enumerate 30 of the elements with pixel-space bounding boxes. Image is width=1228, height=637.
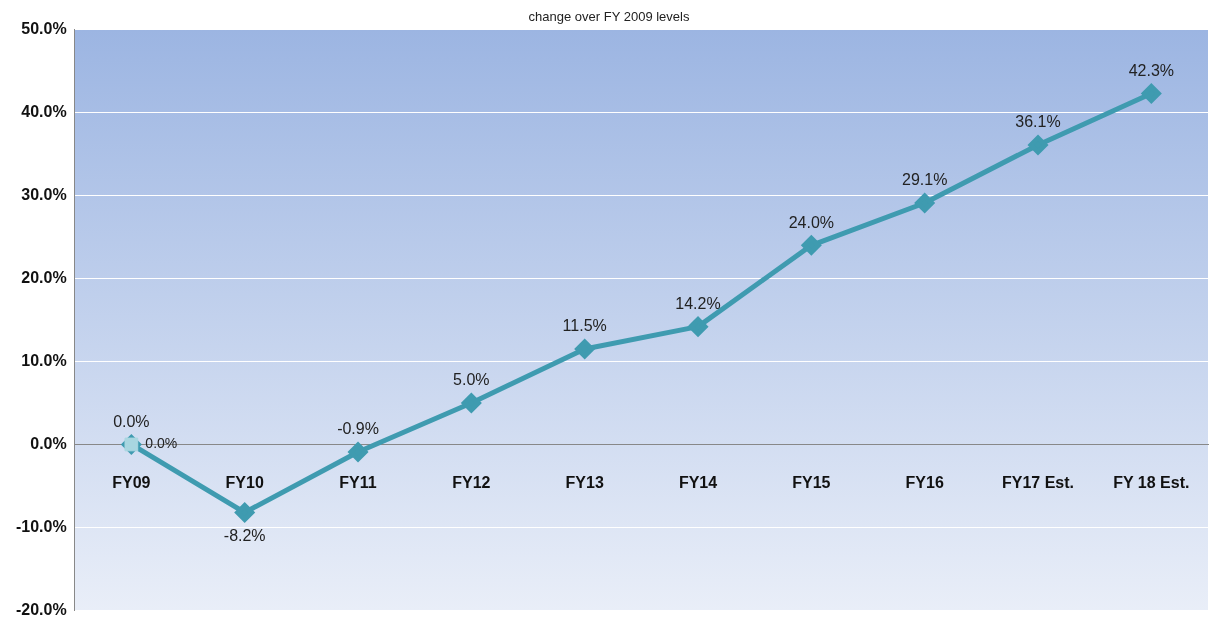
data-label: -8.2% (223, 526, 266, 544)
y-tick-label: 30.0% (21, 185, 67, 203)
x-tick-label: FY10 (225, 474, 264, 492)
x-tick-label: FY16 (905, 474, 944, 492)
y-tick-label: 20.0% (21, 268, 67, 286)
y-tick-label: 10.0% (21, 351, 67, 369)
data-label: 5.0% (453, 371, 490, 389)
chart-title: change over FY 2009 levels (528, 9, 690, 25)
x-tick-label: FY13 (565, 474, 604, 492)
data-label: 0.0% (145, 435, 178, 452)
x-tick-label: FY12 (452, 474, 491, 492)
x-tick-label: FY14 (678, 474, 718, 492)
y-tick-label: -10.0% (15, 517, 67, 535)
x-tick-label: FY 18 Est. (1113, 474, 1190, 492)
data-label: 11.5% (562, 317, 607, 335)
y-tick-label: 50.0% (21, 20, 67, 38)
data-label: 24.0% (788, 213, 835, 231)
y-tick-label: 0.0% (30, 434, 67, 452)
x-tick-label: FY09 (112, 474, 151, 492)
data-label: 14.2% (675, 295, 721, 313)
data-label: -0.9% (337, 420, 379, 438)
x-tick-label: FY11 (339, 474, 377, 492)
y-tick-label: 40.0% (21, 102, 67, 120)
data-label: 42.3% (1128, 61, 1175, 79)
y-tick-label: -20.0% (15, 600, 67, 618)
data-label: 29.1% (901, 171, 948, 189)
data-label: 36.1% (1015, 113, 1061, 131)
x-tick-label: FY15 (792, 474, 831, 492)
data-label: 0.0% (113, 412, 150, 430)
x-tick-label: FY17 Est. (1001, 474, 1075, 492)
